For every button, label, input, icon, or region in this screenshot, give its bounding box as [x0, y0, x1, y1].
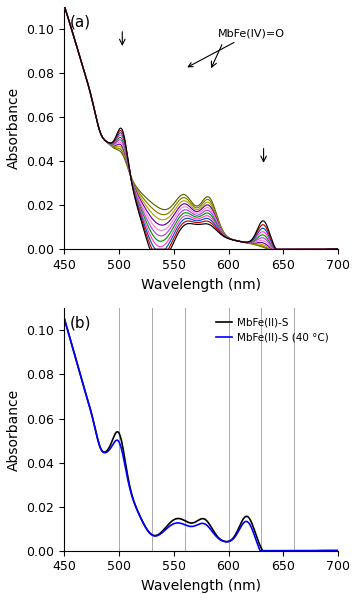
Y-axis label: Absorbance: Absorbance	[7, 87, 21, 169]
MbFe(II)-S (40 °C)	[223, 538, 228, 545]
MbFe(II)-S	[261, 547, 265, 554]
Text: (b): (b)	[70, 316, 91, 331]
MbFe(II)-S	[132, 500, 137, 507]
MbFe(II)-S (40 °C)	[62, 315, 66, 322]
MbFe(II)-S (40 °C)	[186, 523, 190, 530]
MbFe(II)-S (40 °C)	[245, 518, 249, 525]
MbFe(II)-S	[223, 538, 228, 545]
Line: MbFe(II)-S (40 °C): MbFe(II)-S (40 °C)	[64, 319, 338, 551]
MbFe(II)-S (40 °C)	[258, 547, 262, 554]
MbFe(II)-S (40 °C)	[269, 547, 273, 554]
Text: MbFe(IV)=O: MbFe(IV)=O	[188, 28, 285, 67]
MbFe(II)-S (40 °C)	[336, 547, 340, 554]
Legend: MbFe(II)-S, MbFe(II)-S (40 °C): MbFe(II)-S, MbFe(II)-S (40 °C)	[212, 314, 333, 347]
MbFe(II)-S (40 °C)	[111, 441, 115, 448]
X-axis label: Wavelength (nm): Wavelength (nm)	[141, 278, 261, 292]
MbFe(II)-S	[336, 547, 340, 554]
MbFe(II)-S	[245, 513, 249, 520]
Text: (a): (a)	[70, 14, 91, 29]
MbFe(II)-S	[62, 315, 66, 322]
Line: MbFe(II)-S: MbFe(II)-S	[64, 319, 338, 551]
X-axis label: Wavelength (nm): Wavelength (nm)	[141, 579, 261, 593]
MbFe(II)-S	[111, 436, 115, 443]
MbFe(II)-S (40 °C)	[132, 500, 137, 508]
MbFe(II)-S	[186, 518, 190, 526]
MbFe(II)-S	[269, 547, 273, 554]
Y-axis label: Absorbance: Absorbance	[7, 388, 21, 470]
